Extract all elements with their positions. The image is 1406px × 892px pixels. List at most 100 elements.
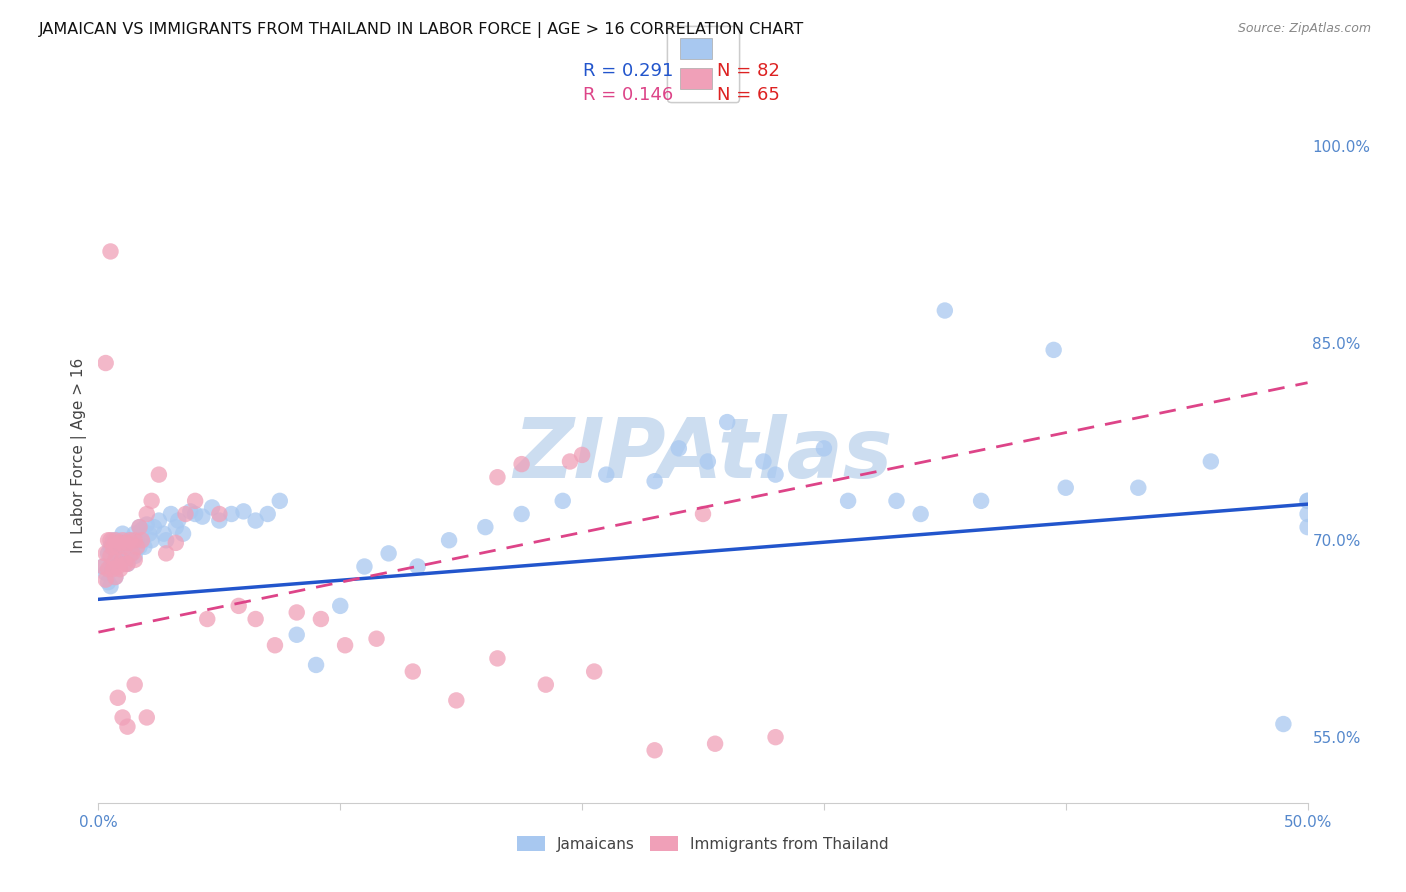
Point	[165, 536, 187, 550]
Point	[333, 638, 356, 652]
Point	[100, 533, 122, 548]
Point	[127, 540, 149, 554]
Point	[143, 520, 166, 534]
Point	[245, 612, 267, 626]
Point	[486, 651, 509, 665]
Point	[558, 454, 581, 468]
Point	[100, 559, 122, 574]
Point	[100, 579, 122, 593]
Point	[101, 562, 124, 576]
Point	[934, 303, 956, 318]
Point	[644, 743, 666, 757]
Point	[148, 467, 170, 482]
Y-axis label: In Labor Force | Age > 16: In Labor Force | Age > 16	[72, 358, 87, 552]
Point	[353, 559, 375, 574]
Point	[135, 517, 157, 532]
Point	[285, 606, 308, 620]
Point	[107, 690, 129, 705]
Point	[128, 520, 150, 534]
Text: ZIPAtlas: ZIPAtlas	[513, 415, 893, 495]
Point	[117, 720, 139, 734]
Point	[138, 526, 160, 541]
Point	[114, 557, 136, 571]
Point	[108, 536, 131, 550]
Text: N = 82: N = 82	[717, 62, 780, 80]
Point	[285, 628, 308, 642]
Point	[1042, 343, 1064, 357]
Point	[107, 553, 129, 567]
Point	[111, 710, 134, 724]
Point	[121, 546, 143, 560]
Point	[191, 509, 214, 524]
Point	[134, 540, 156, 554]
Point	[100, 549, 122, 563]
Point	[208, 514, 231, 528]
Point	[184, 494, 207, 508]
Point	[1199, 454, 1222, 468]
Point	[127, 533, 149, 548]
Point	[195, 612, 218, 626]
Point	[174, 507, 197, 521]
Point	[91, 559, 114, 574]
Point	[118, 549, 141, 563]
Point	[970, 494, 993, 508]
Point	[305, 657, 328, 672]
Text: R = 0.146: R = 0.146	[583, 87, 673, 104]
Point	[124, 533, 146, 548]
Point	[1296, 507, 1319, 521]
Point	[148, 514, 170, 528]
Point	[101, 533, 124, 548]
Point	[583, 665, 606, 679]
Point	[141, 494, 163, 508]
Point	[100, 540, 122, 554]
Text: R = 0.291: R = 0.291	[583, 62, 673, 80]
Point	[107, 540, 129, 554]
Point	[245, 514, 267, 528]
Point	[1054, 481, 1077, 495]
Point	[172, 526, 194, 541]
Point	[121, 540, 143, 554]
Point	[437, 533, 460, 548]
Point	[668, 442, 690, 456]
Point	[886, 494, 908, 508]
Point	[101, 540, 124, 554]
Point	[124, 549, 146, 563]
Point	[135, 710, 157, 724]
Point	[131, 533, 153, 548]
Point	[696, 454, 718, 468]
Point	[644, 474, 666, 488]
Point	[595, 467, 617, 482]
Legend: Jamaicans, Immigrants from Thailand: Jamaicans, Immigrants from Thailand	[512, 830, 894, 858]
Point	[910, 507, 932, 521]
Point	[97, 562, 120, 576]
Point	[167, 514, 190, 528]
Point	[108, 549, 131, 563]
Point	[104, 533, 127, 548]
Point	[114, 540, 136, 554]
Point	[97, 533, 120, 548]
Point	[117, 557, 139, 571]
Point	[152, 526, 174, 541]
Point	[256, 507, 278, 521]
Point	[94, 573, 117, 587]
Point	[269, 494, 291, 508]
Point	[765, 467, 787, 482]
Point	[135, 507, 157, 521]
Point	[141, 533, 163, 548]
Point	[716, 415, 738, 429]
Point	[124, 553, 146, 567]
Point	[155, 546, 177, 560]
Point	[571, 448, 593, 462]
Point	[107, 533, 129, 548]
Point	[534, 678, 557, 692]
Point	[704, 737, 727, 751]
Point	[551, 494, 574, 508]
Point	[160, 507, 183, 521]
Point	[104, 570, 127, 584]
Point	[510, 507, 533, 521]
Point	[114, 540, 136, 554]
Point	[117, 533, 139, 548]
Point	[100, 244, 122, 259]
Point	[179, 504, 201, 518]
Point	[402, 665, 425, 679]
